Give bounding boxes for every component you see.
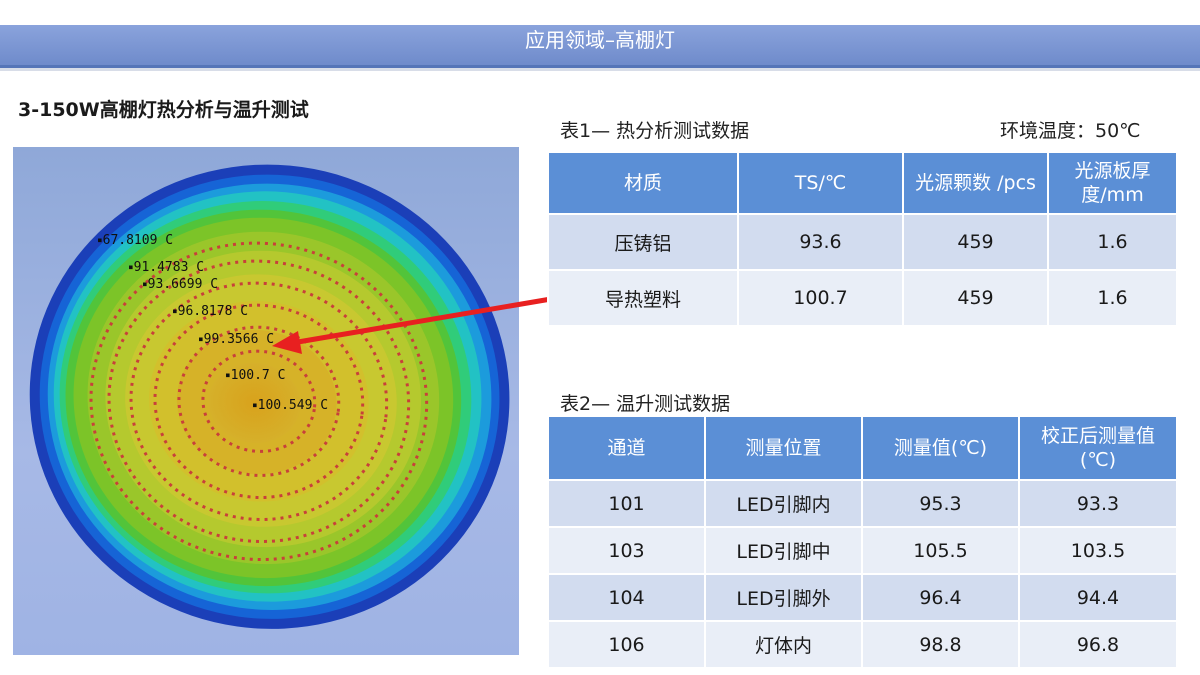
table-cell: 导热塑料	[547, 269, 739, 327]
ambient-temperature: 环境温度：50℃	[1000, 120, 1141, 142]
thermal-label: 100.549 C	[253, 398, 328, 413]
thermal-label: 99.3566 C	[199, 332, 274, 347]
table1-caption: 表1— 热分析测试数据	[560, 120, 750, 142]
header-divider	[0, 68, 1200, 71]
table-cell: 96.4	[861, 573, 1020, 622]
table-header-row: 材质 TS/℃ 光源颗数 /pcs 光源板厚度/mm	[547, 151, 1178, 215]
thermal-label: 67.8109 C	[98, 233, 173, 248]
column-header: 测量值(℃)	[861, 415, 1020, 481]
table-cell: 98.8	[861, 620, 1020, 669]
table-row: 101 LED引脚内 95.3 93.3	[547, 479, 1178, 528]
thermal-label: 96.8178 C	[173, 304, 248, 319]
main-title: 3-150W高棚灯热分析与温升测试	[18, 99, 309, 121]
column-header: 光源颗数 /pcs	[902, 151, 1049, 215]
table-cell: 103	[547, 526, 706, 575]
thermal-analysis-table: 材质 TS/℃ 光源颗数 /pcs 光源板厚度/mm 压铸铝 93.6 459 …	[547, 151, 1178, 327]
table-cell: 94.4	[1018, 573, 1178, 622]
table-cell: 459	[902, 269, 1049, 327]
table-cell: 105.5	[861, 526, 1020, 575]
table-cell: 459	[902, 213, 1049, 271]
temperature-rise-table: 通道 测量位置 测量值(℃) 校正后测量值(℃) 101 LED引脚内 95.3…	[547, 415, 1178, 669]
column-header: TS/℃	[737, 151, 904, 215]
table-cell: 101	[547, 479, 706, 528]
table-row: 导热塑料 100.7 459 1.6	[547, 269, 1178, 327]
table-row: 103 LED引脚中 105.5 103.5	[547, 526, 1178, 575]
table-cell: 95.3	[861, 479, 1020, 528]
column-header: 光源板厚度/mm	[1047, 151, 1178, 215]
table-cell: LED引脚内	[704, 479, 863, 528]
table-cell: 1.6	[1047, 269, 1178, 327]
table-cell: 灯体内	[704, 620, 863, 669]
table-row: 压铸铝 93.6 459 1.6	[547, 213, 1178, 271]
header-band: 应用领域–高棚灯	[0, 25, 1200, 68]
table-row: 106 灯体内 98.8 96.8	[547, 620, 1178, 669]
table-cell: LED引脚中	[704, 526, 863, 575]
table-header-row: 通道 测量位置 测量值(℃) 校正后测量值(℃)	[547, 415, 1178, 481]
column-header: 测量位置	[704, 415, 863, 481]
table-cell: 103.5	[1018, 526, 1178, 575]
column-header: 材质	[547, 151, 739, 215]
table-cell: 1.6	[1047, 213, 1178, 271]
thermal-analysis-image: 67.8109 C 91.4783 C 93.6699 C 96.8178 C …	[13, 147, 519, 655]
table-cell: 压铸铝	[547, 213, 739, 271]
column-header: 通道	[547, 415, 706, 481]
table-cell: 100.7	[737, 269, 904, 327]
column-header: 校正后测量值(℃)	[1018, 415, 1178, 481]
table2-caption: 表2— 温升测试数据	[560, 393, 731, 415]
table-row: 104 LED引脚外 96.4 94.4	[547, 573, 1178, 622]
page-header-title: 应用领域–高棚灯	[525, 28, 675, 52]
thermal-label: 100.7 C	[226, 368, 286, 383]
table-cell: LED引脚外	[704, 573, 863, 622]
table-cell: 93.3	[1018, 479, 1178, 528]
thermal-label: 91.4783 C	[129, 260, 204, 275]
table-cell: 104	[547, 573, 706, 622]
table-cell: 93.6	[737, 213, 904, 271]
table-cell: 106	[547, 620, 706, 669]
table-cell: 96.8	[1018, 620, 1178, 669]
thermal-label: 93.6699 C	[143, 277, 218, 292]
